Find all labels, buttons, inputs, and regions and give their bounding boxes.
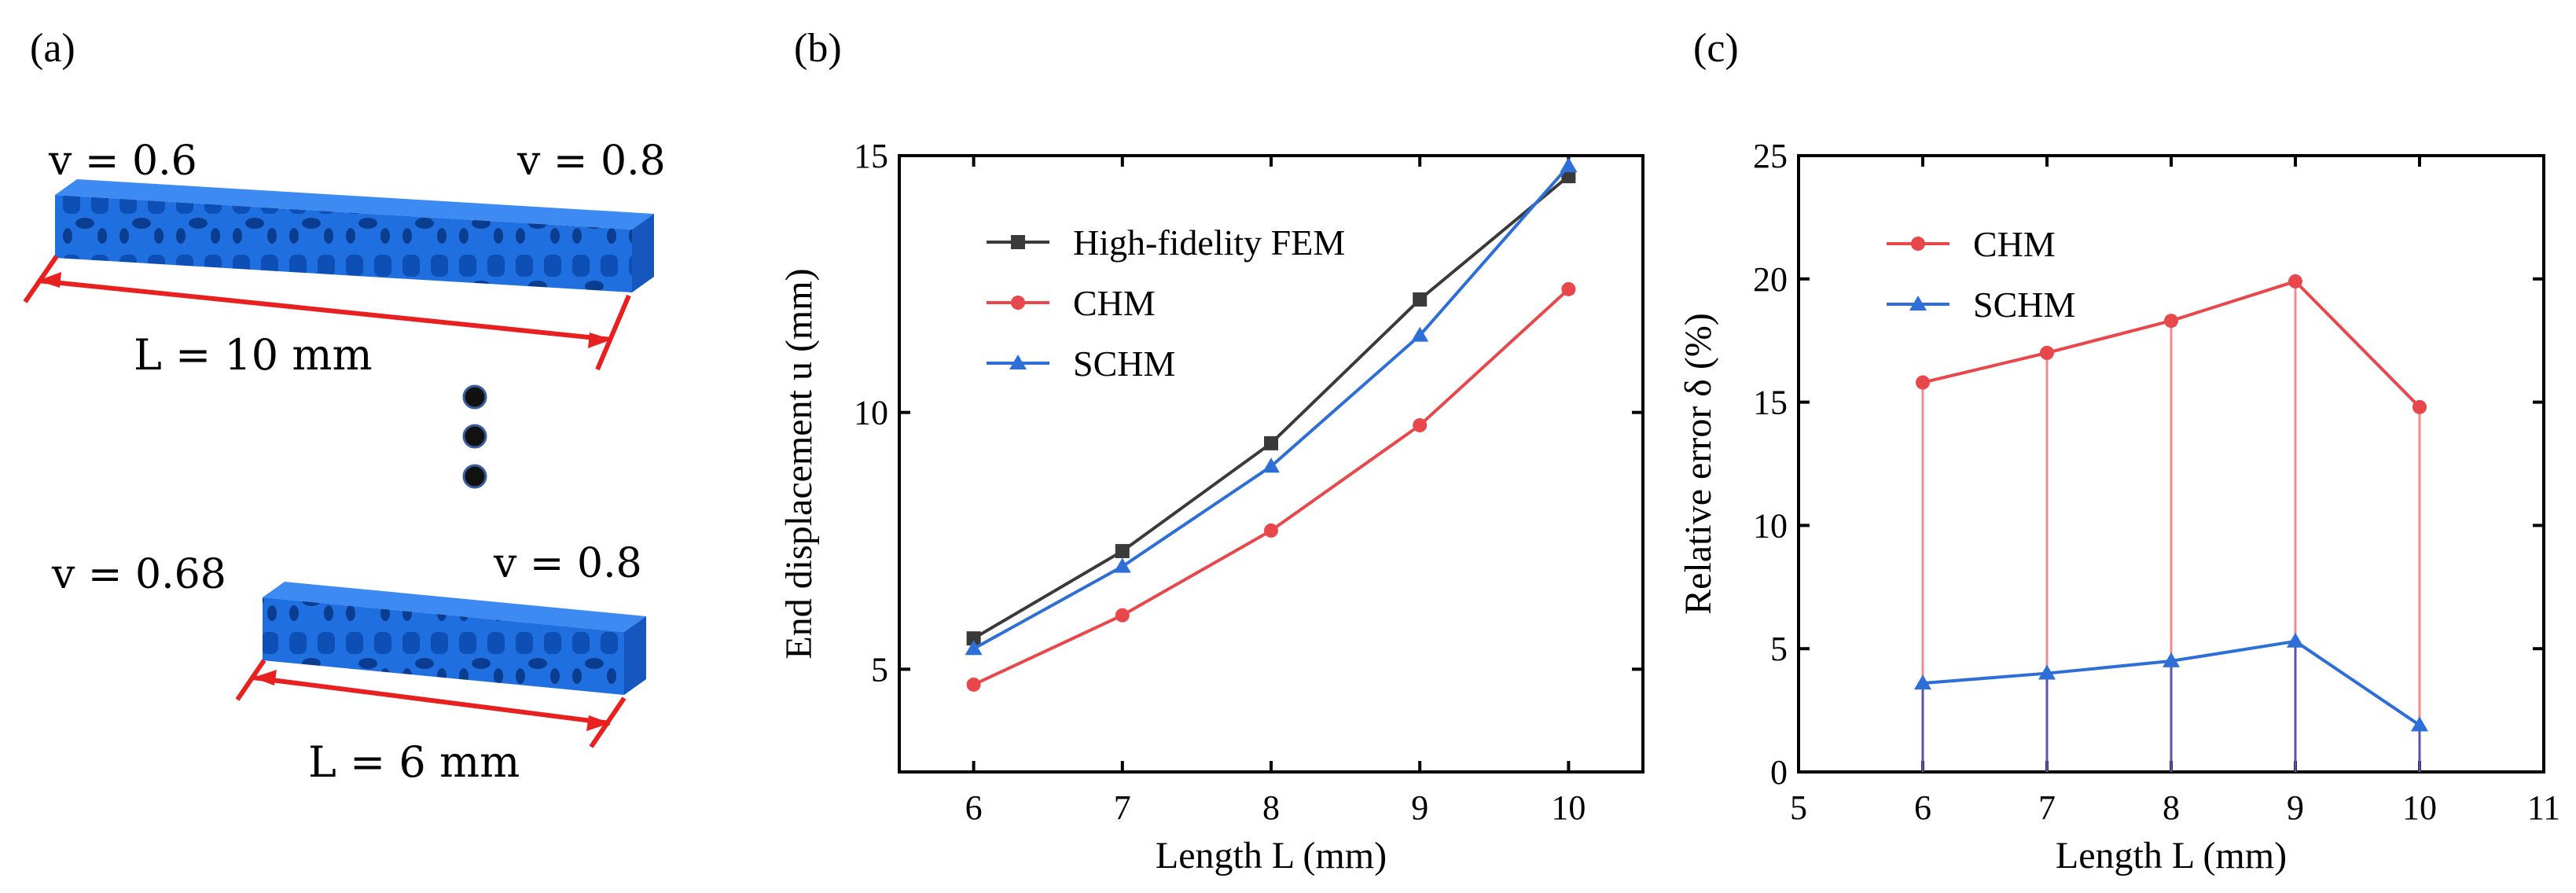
y-tick-label: 5 [871,650,888,689]
data-point-chm [2040,345,2054,360]
legend-marker-chm [1011,296,1025,310]
beam-short-v-left: v = 0.68 [51,551,226,598]
x-axis-label: Length L (mm) [2056,835,2287,876]
legend-label-chm: CHM [1973,224,2056,264]
x-tick-label: 9 [2287,788,2304,827]
data-point-high-fidelity-fem [1115,544,1130,559]
x-tick-label: 10 [1551,788,1586,827]
data-point-schm [1411,326,1429,342]
beam-short-end-face [624,616,646,695]
beam-long [55,179,654,292]
x-tick-label: 5 [1790,788,1807,827]
data-point-schm [965,640,983,656]
beam-long-top-face [55,179,654,230]
x-tick-label: 7 [1114,788,1131,827]
legend-label-schm: SCHM [1973,285,2075,325]
data-point-schm [1113,557,1131,573]
x-tick-label: 6 [1914,788,1931,827]
data-point-chm [1413,418,1428,432]
beam-short-v-right: v = 0.8 [493,540,642,587]
panel-a-tag: (a) [30,26,75,71]
x-tick-label: 8 [1262,788,1280,827]
y-tick-label: 25 [1753,137,1788,175]
y-tick-label: 10 [1753,506,1788,545]
data-point-high-fidelity-fem [1264,435,1278,450]
chart-displacement: 6 7 8 9 10 5 10 15 Length L (mm) End displacement… [778,137,1644,876]
beam-long-length: L = 10 mm [134,330,373,380]
x-tick-label: 11 [2527,788,2560,827]
data-point-chm [1916,375,1930,390]
y-tick-label: 5 [1770,630,1788,668]
ellipsis-dots [462,384,487,489]
beam-short-top-face [263,582,646,632]
y-tick-label: 15 [1753,384,1788,422]
data-point-schm [2163,652,2180,667]
legend-label-chm: CHM [1073,283,1156,323]
x-tick-label: 6 [965,788,983,827]
data-point-schm [2287,632,2304,648]
legend-label-schm: SCHM [1073,344,1175,384]
data-point-high-fidelity-fem [1561,169,1576,184]
legend-marker-schm [1009,355,1027,369]
beam-long-end-face [632,214,654,292]
data-point-high-fidelity-fem [1413,292,1428,307]
beam-short-length: L = 6 mm [308,737,520,787]
dim-arrow-long [23,255,631,371]
data-point-chm [1264,523,1278,538]
data-point-chm [1115,608,1130,623]
data-point-chm [2412,399,2427,414]
series-line-chm [972,288,1570,686]
x-tick-label: 7 [2038,788,2056,827]
legend-marker-chm [1911,237,1925,251]
panel-b: (b) 6 7 8 9 10 5 10 15 Length L (mm) End displace… [778,26,1644,876]
legend-marker-high-fidelity-fem [1011,235,1025,249]
x-tick-label: 9 [1411,788,1428,827]
beam-long-v-left: v = 0.6 [48,138,197,185]
x-tick-label: 8 [2163,788,2180,827]
beam-long-body [55,195,632,292]
panel-a: (a) v = 0.6 v = 0.8 L = 10 mm [23,26,666,787]
data-point-schm [1262,458,1280,473]
y-tick-label: 0 [1770,753,1788,792]
beam-short [263,582,646,695]
data-point-schm [1560,157,1578,173]
data-point-chm [1561,281,1576,296]
beam-short-body [263,597,624,695]
dim-arrow-short [235,659,627,748]
legend-marker-schm [1909,296,1927,311]
y-tick-label: 10 [854,394,888,432]
x-axis-label: Length L (mm) [1156,835,1387,876]
y-tick-label: 20 [1753,260,1788,299]
panel-c-tag: (c) [1693,26,1739,71]
panel-b-tag: (b) [794,26,842,71]
legend-label-high-fidelity-fem: High-fidelity FEM [1073,222,1345,263]
data-point-chm [966,677,981,692]
data-point-schm [2411,716,2428,732]
y-axis-label: Relative error δ (%) [1678,313,1719,615]
data-point-chm [2288,274,2302,288]
beam-long-v-right: v = 0.8 [516,138,666,185]
x-tick-label: 10 [2402,788,2437,827]
y-axis-label: End displacement u (mm) [778,268,820,659]
data-point-schm [2038,664,2056,680]
data-point-high-fidelity-fem [966,631,981,646]
data-point-schm [1914,674,1931,690]
y-tick-label: 15 [854,137,888,175]
data-point-chm [2164,314,2178,329]
